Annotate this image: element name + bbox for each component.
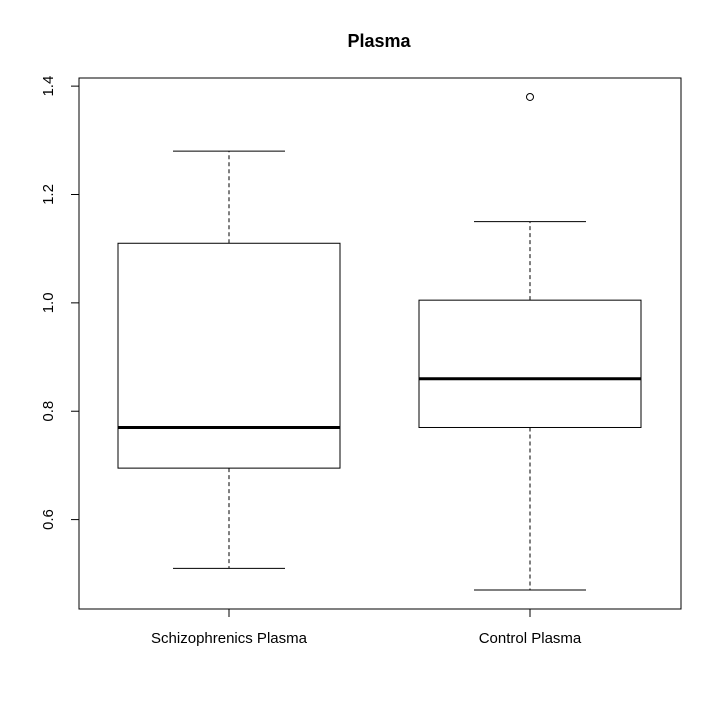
y-tick-label: 1.4 <box>40 76 57 97</box>
x-tick-label: Schizophrenics Plasma <box>151 630 308 647</box>
outlier-point <box>526 92 534 101</box>
y-tick-label: 0.8 <box>40 401 57 422</box>
plot-frame <box>78 77 682 610</box>
y-tick-label: 0.6 <box>40 509 57 530</box>
box-group <box>117 150 341 569</box>
box-group <box>418 92 642 591</box>
x-tick-label: Control Plasma <box>479 630 582 647</box>
interquartile-box <box>418 299 642 428</box>
box-series <box>117 92 642 591</box>
x-axis: Schizophrenics Plasma Control Plasma <box>151 609 582 647</box>
interquartile-box <box>117 242 341 469</box>
chart-title: Plasma <box>347 31 411 51</box>
y-tick-label: 1.0 <box>40 292 57 313</box>
y-tick-label: 1.2 <box>40 184 57 205</box>
y-axis: 0.6 0.8 1.0 1.2 1.4 <box>40 76 79 530</box>
